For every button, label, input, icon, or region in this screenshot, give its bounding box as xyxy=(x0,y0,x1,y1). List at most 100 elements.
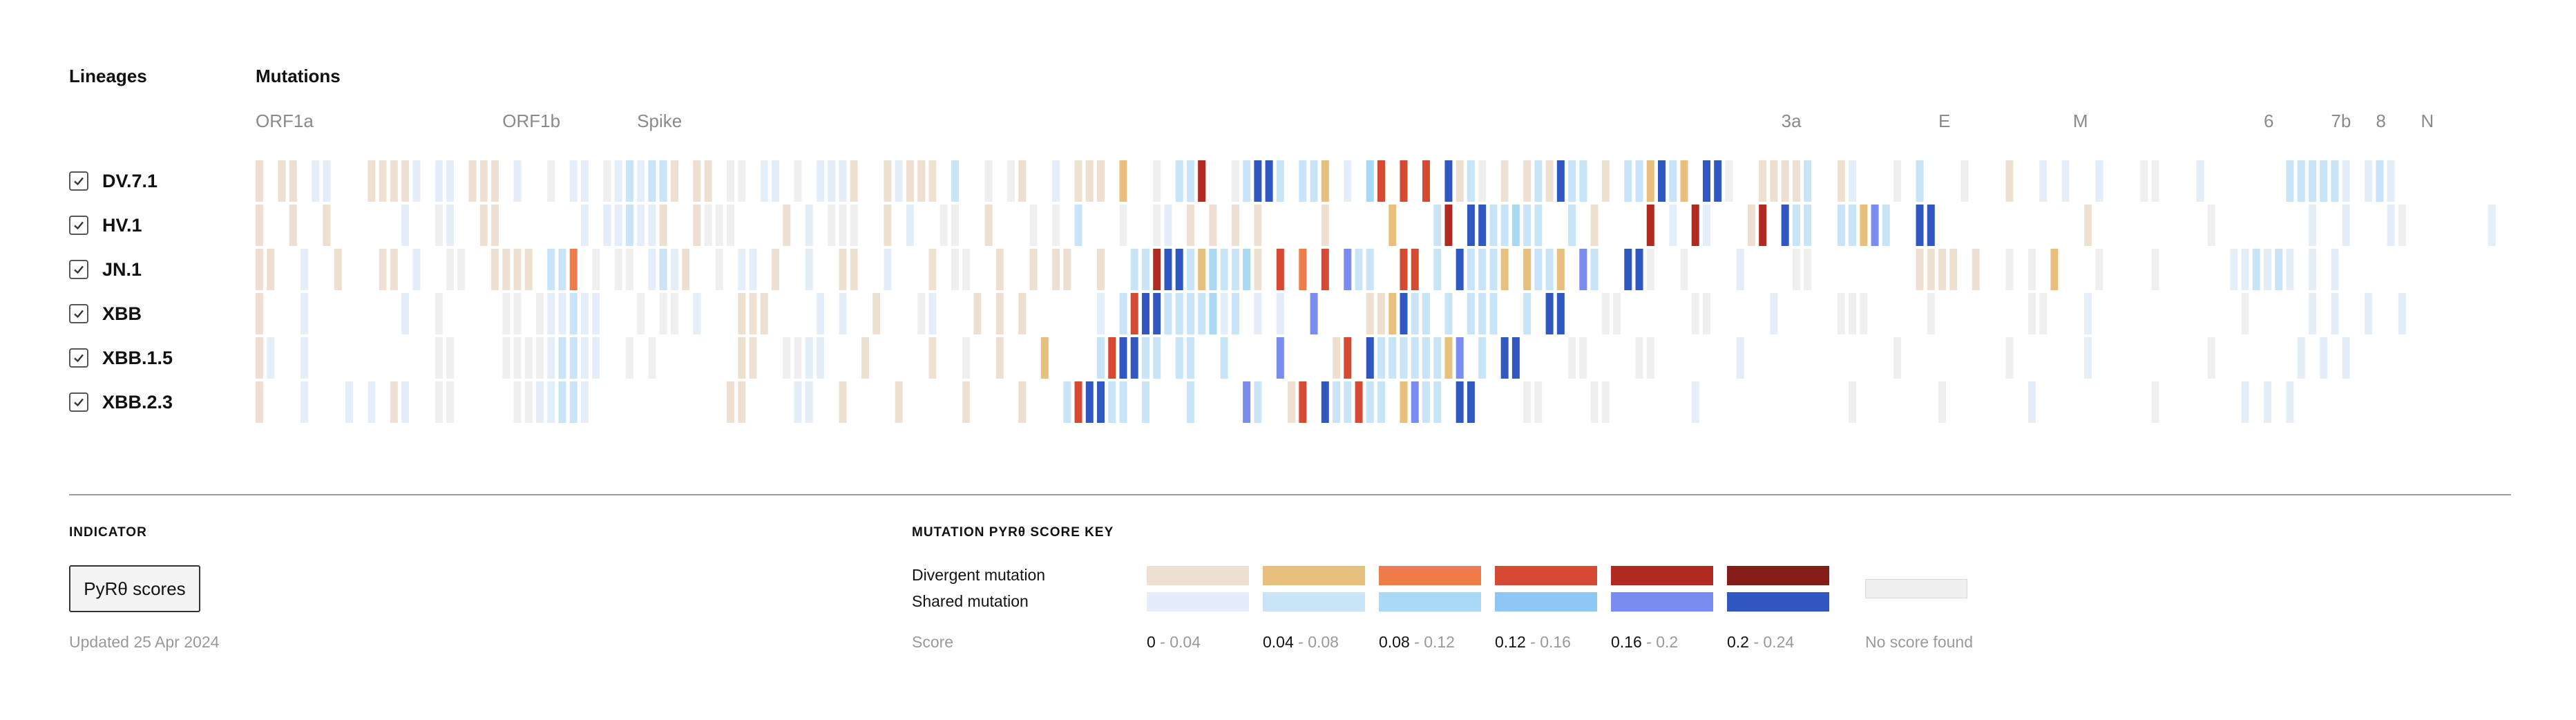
mutation-cell[interactable] xyxy=(1927,293,1935,334)
mutation-cell[interactable] xyxy=(2151,249,2159,290)
lineage-checkbox[interactable] xyxy=(69,171,88,191)
mutation-cell[interactable] xyxy=(1186,381,1194,423)
mutation-cell[interactable] xyxy=(1938,381,1946,423)
mutation-cell[interactable] xyxy=(1422,337,1430,379)
mutation-cell[interactable] xyxy=(794,381,802,423)
mutation-cell[interactable] xyxy=(2365,293,2373,334)
mutation-cell[interactable] xyxy=(1759,205,1767,246)
mutation-cell[interactable] xyxy=(2308,205,2316,246)
mutation-cell[interactable] xyxy=(2387,205,2395,246)
mutation-cell[interactable] xyxy=(1736,249,1744,290)
mutation-cell[interactable] xyxy=(1198,293,1206,334)
mutation-cell[interactable] xyxy=(1243,160,1251,202)
mutation-cell[interactable] xyxy=(513,381,522,423)
mutation-cell[interactable] xyxy=(1119,337,1127,379)
mutation-cell[interactable] xyxy=(1164,249,1172,290)
mutation-cell[interactable] xyxy=(839,205,847,246)
mutation-cell[interactable] xyxy=(984,160,993,202)
mutation-cell[interactable] xyxy=(2308,293,2316,334)
mutation-cell[interactable] xyxy=(1276,249,1284,290)
mutation-cell[interactable] xyxy=(1916,249,1924,290)
lineage-checkbox[interactable] xyxy=(69,260,88,279)
mutation-cell[interactable] xyxy=(1849,293,1857,334)
mutation-cell[interactable] xyxy=(1141,381,1149,423)
mutation-cell[interactable] xyxy=(1344,337,1352,379)
mutation-cell[interactable] xyxy=(1478,337,1487,379)
mutation-cell[interactable] xyxy=(513,293,522,334)
mutation-cell[interactable] xyxy=(2275,249,2283,290)
mutation-cell[interactable] xyxy=(1444,337,1453,379)
mutation-cell[interactable] xyxy=(1837,293,1845,334)
mutation-cell[interactable] xyxy=(850,205,858,246)
mutation-cell[interactable] xyxy=(468,160,477,202)
mutation-cell[interactable] xyxy=(334,249,342,290)
mutation-cell[interactable] xyxy=(435,293,443,334)
mutation-cell[interactable] xyxy=(1478,249,1487,290)
mutation-cell[interactable] xyxy=(1500,337,1509,379)
mutation-cell[interactable] xyxy=(1377,160,1385,202)
mutation-cell[interactable] xyxy=(580,293,589,334)
mutation-cell[interactable] xyxy=(872,293,881,334)
mutation-cell[interactable] xyxy=(1153,160,1161,202)
mutation-cell[interactable] xyxy=(1433,381,1442,423)
mutation-cell[interactable] xyxy=(1691,381,1699,423)
mutation-cell[interactable] xyxy=(1635,337,1643,379)
mutation-cell[interactable] xyxy=(805,381,813,423)
mutation-cell[interactable] xyxy=(1254,249,1262,290)
mutation-cell[interactable] xyxy=(704,160,712,202)
mutation-cell[interactable] xyxy=(738,381,746,423)
mutation-cell[interactable] xyxy=(2061,160,2070,202)
mutation-cell[interactable] xyxy=(569,293,578,334)
mutation-cell[interactable] xyxy=(1097,249,1105,290)
mutation-cell[interactable] xyxy=(1747,205,1755,246)
mutation-cell[interactable] xyxy=(1254,381,1262,423)
mutation-cell[interactable] xyxy=(569,337,578,379)
mutation-cell[interactable] xyxy=(1141,293,1149,334)
mutation-cell[interactable] xyxy=(2028,381,2036,423)
mutation-cell[interactable] xyxy=(1467,205,1475,246)
mutation-cell[interactable] xyxy=(984,205,993,246)
mutation-cell[interactable] xyxy=(502,293,511,334)
mutation-cell[interactable] xyxy=(278,160,286,202)
mutation-cell[interactable] xyxy=(558,293,566,334)
mutation-cell[interactable] xyxy=(2151,160,2159,202)
mutation-cell[interactable] xyxy=(1422,381,1430,423)
mutation-cell[interactable] xyxy=(603,160,611,202)
mutation-cell[interactable] xyxy=(1085,160,1094,202)
mutation-cell[interactable] xyxy=(300,381,308,423)
mutation-cell[interactable] xyxy=(1949,249,1958,290)
mutation-cell[interactable] xyxy=(569,381,578,423)
mutation-cell[interactable] xyxy=(1074,381,1082,423)
mutation-cell[interactable] xyxy=(2331,249,2339,290)
mutation-cell[interactable] xyxy=(2398,205,2406,246)
mutation-cell[interactable] xyxy=(1893,160,1902,202)
mutation-cell[interactable] xyxy=(1467,160,1475,202)
mutation-cell[interactable] xyxy=(884,205,892,246)
mutation-cell[interactable] xyxy=(312,160,320,202)
mutation-cell[interactable] xyxy=(1635,160,1643,202)
mutation-cell[interactable] xyxy=(805,205,813,246)
mutation-cell[interactable] xyxy=(1534,249,1543,290)
mutation-cell[interactable] xyxy=(928,293,937,334)
mutation-cell[interactable] xyxy=(995,293,1004,334)
mutation-cell[interactable] xyxy=(783,337,791,379)
mutation-cell[interactable] xyxy=(951,160,959,202)
mutation-cell[interactable] xyxy=(1231,205,1239,246)
mutation-cell[interactable] xyxy=(580,160,589,202)
mutation-cell[interactable] xyxy=(2241,249,2249,290)
mutation-cell[interactable] xyxy=(1860,293,1868,334)
mutation-cell[interactable] xyxy=(1400,381,1408,423)
mutation-cell[interactable] xyxy=(2241,293,2249,334)
mutation-cell[interactable] xyxy=(2286,249,2294,290)
mutation-cell[interactable] xyxy=(479,205,488,246)
mutation-cell[interactable] xyxy=(289,160,297,202)
mutation-cell[interactable] xyxy=(682,249,690,290)
lineage-checkbox[interactable] xyxy=(69,392,88,412)
mutation-cell[interactable] xyxy=(1389,337,1397,379)
mutation-cell[interactable] xyxy=(1411,337,1419,379)
mutation-cell[interactable] xyxy=(1590,381,1599,423)
mutation-cell[interactable] xyxy=(1299,381,1307,423)
mutation-cell[interactable] xyxy=(536,337,544,379)
mutation-cell[interactable] xyxy=(1680,249,1688,290)
mutation-cell[interactable] xyxy=(1198,160,1206,202)
